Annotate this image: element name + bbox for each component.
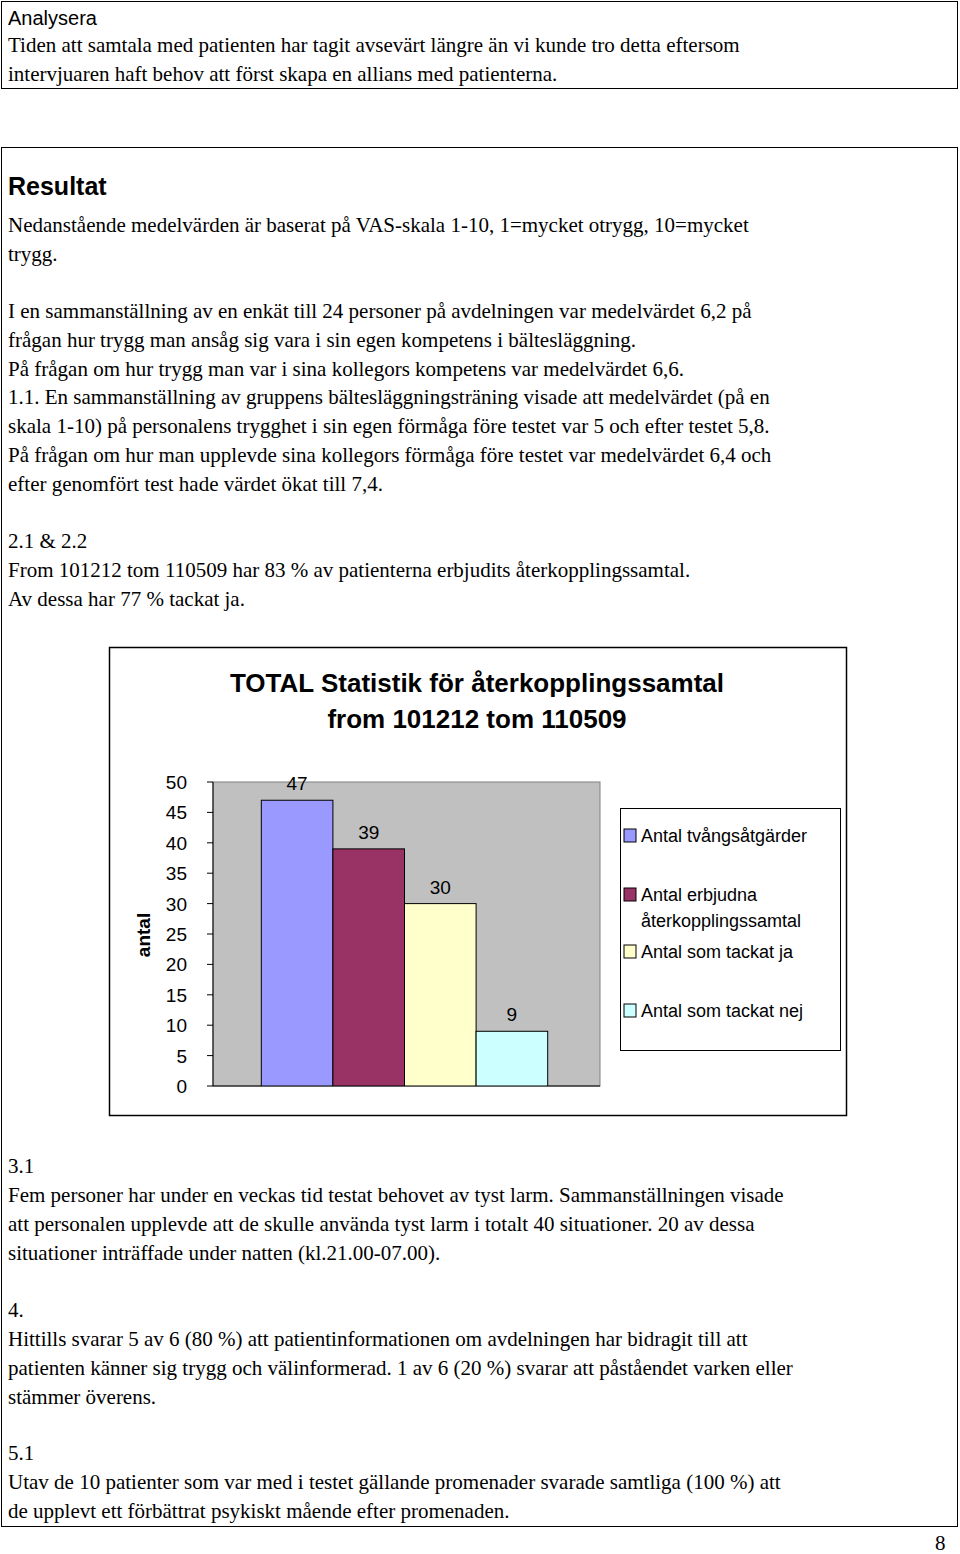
bar xyxy=(333,849,405,1086)
y-tick-label: 45 xyxy=(166,802,187,823)
y-axis-label: antal xyxy=(133,913,154,957)
text-line: 4. xyxy=(8,1296,24,1324)
text-line: På frågan om hur man upplevde sina kolle… xyxy=(8,441,771,469)
data-label: 30 xyxy=(430,877,451,898)
y-tick-label: 0 xyxy=(176,1076,187,1097)
legend-entry: Antal som tackat ja xyxy=(641,939,846,965)
bar xyxy=(405,904,477,1086)
y-tick-label: 35 xyxy=(166,863,187,884)
bar xyxy=(261,800,333,1086)
text-line: Utav de 10 patienter som var med i teste… xyxy=(8,1468,781,1496)
data-label: 47 xyxy=(287,773,308,794)
text-line: Nedanstående medelvärden är baserat på V… xyxy=(8,211,749,239)
y-tick xyxy=(207,782,213,783)
y-tick-label: 20 xyxy=(166,954,187,975)
y-tick xyxy=(207,812,213,813)
text-line: På frågan om hur trygg man var i sina ko… xyxy=(8,355,684,383)
chart-title: TOTAL Statistik för återkopplingssamtal xyxy=(230,668,724,698)
text-line: intervjuaren haft behov att först skapa … xyxy=(8,60,557,88)
legend-swatch xyxy=(624,829,636,842)
text-line: patienten känner sig trygg och välinform… xyxy=(8,1354,793,1382)
y-tick-label: 40 xyxy=(166,833,187,854)
text-line: trygg. xyxy=(8,240,58,268)
data-labels: 47 39 30 9 xyxy=(287,773,518,1025)
bar xyxy=(476,1031,548,1086)
plot-area xyxy=(213,782,600,1086)
chart-frame xyxy=(110,648,847,1116)
y-tick xyxy=(207,873,213,874)
y-tick-label: 25 xyxy=(166,924,187,945)
text-line: 1.1. En sammanställning av gruppens bält… xyxy=(8,383,770,411)
legend-entry: Antal som tackat nej xyxy=(641,998,846,1024)
data-label: 39 xyxy=(358,822,379,843)
text-line: de upplevt ett förbättrat psykiskt måend… xyxy=(8,1497,510,1525)
text-line: Hittills svarar 5 av 6 (80 %) att patien… xyxy=(8,1325,747,1353)
text-line: skala 1-10) på personalens trygghet i si… xyxy=(8,412,770,440)
text-line: 3.1 xyxy=(8,1152,34,1180)
text-line: frågan hur trygg man ansåg sig vara i si… xyxy=(8,326,636,354)
y-tick xyxy=(207,934,213,935)
text-line: stämmer överens. xyxy=(8,1383,156,1411)
text-line: Tiden att samtala med patienten har tagi… xyxy=(8,31,740,59)
text-line: 8 xyxy=(935,1529,946,1554)
text-line: Analysera xyxy=(8,4,97,32)
y-tick xyxy=(207,994,213,995)
legend-swatch xyxy=(624,1004,636,1017)
text-line: From 101212 tom 110509 har 83 % av patie… xyxy=(8,556,690,584)
y-tick xyxy=(207,903,213,904)
y-tick-label: 10 xyxy=(166,1015,187,1036)
y-tick xyxy=(207,842,213,843)
legend-entry: Antal tvångsåtgärder xyxy=(641,823,846,849)
y-tick-label: 30 xyxy=(166,894,187,915)
y-tick xyxy=(207,964,213,965)
text-line: I en sammanställning av en enkät till 24… xyxy=(8,297,752,325)
data-label: 9 xyxy=(507,1004,518,1025)
chart: TOTAL Statistik för återkopplingssamtal f… xyxy=(0,0,960,1554)
legend-swatch xyxy=(624,945,636,958)
text-line: Resultat xyxy=(8,172,107,200)
y-tick-label: 15 xyxy=(166,985,187,1006)
y-tick xyxy=(207,1025,213,1026)
y-tick xyxy=(207,1055,213,1056)
text-line: 5.1 xyxy=(8,1439,34,1467)
text-line: Av dessa har 77 % tackat ja. xyxy=(8,585,245,613)
y-tick-label: 50 xyxy=(166,772,187,793)
y-tick-label: 5 xyxy=(176,1046,187,1067)
chart-title: from 101212 tom 110509 xyxy=(327,704,626,734)
legend-swatch xyxy=(624,888,636,901)
page: AnalyseraTiden att samtala med patienten… xyxy=(0,0,960,1554)
bars xyxy=(261,800,547,1086)
text-line: att personalen upplevde att de skulle an… xyxy=(8,1210,754,1238)
text-line: 2.1 & 2.2 xyxy=(8,527,87,555)
text-line: situationer inträffade under natten (kl.… xyxy=(8,1239,440,1267)
text-line: Fem personer har under en veckas tid tes… xyxy=(8,1181,784,1209)
text-line: efter genomfört test hade värdet ökat ti… xyxy=(8,470,383,498)
legend-entry: Antal erbjudna återkopplingssamtal xyxy=(641,882,846,934)
y-tick xyxy=(207,1086,213,1087)
